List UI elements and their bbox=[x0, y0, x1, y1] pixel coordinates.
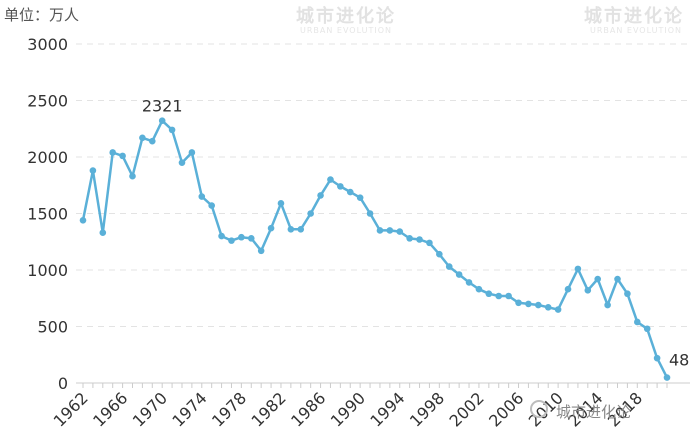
y-tick-label: 2000 bbox=[27, 148, 68, 167]
data-point bbox=[356, 194, 364, 201]
data-point bbox=[188, 149, 196, 156]
data-point bbox=[614, 275, 621, 283]
data-point bbox=[584, 287, 592, 294]
x-tick-label: 2002 bbox=[446, 388, 488, 430]
data-label: 2321 bbox=[142, 97, 183, 116]
x-tick-label: 1998 bbox=[406, 388, 448, 430]
data-point bbox=[317, 192, 324, 199]
data-point bbox=[515, 299, 522, 307]
data-point bbox=[445, 263, 453, 270]
x-tick-label: 1978 bbox=[208, 388, 250, 430]
data-point bbox=[426, 239, 433, 247]
wechat-icon bbox=[530, 400, 548, 418]
data-point bbox=[287, 226, 295, 233]
data-point bbox=[148, 137, 156, 145]
data-point bbox=[297, 226, 305, 233]
data-point bbox=[653, 354, 661, 362]
data-points bbox=[79, 117, 671, 381]
data-point bbox=[475, 285, 483, 293]
data-point bbox=[406, 235, 413, 242]
watermark-title: 城市进化论 bbox=[296, 6, 396, 27]
data-point bbox=[168, 126, 176, 134]
y-tick-label: 0 bbox=[58, 374, 68, 393]
data-point bbox=[455, 271, 463, 278]
data-point bbox=[267, 224, 275, 232]
x-tick-label: 1962 bbox=[50, 388, 92, 430]
data-point bbox=[544, 303, 552, 311]
data-point bbox=[257, 247, 265, 255]
data-point bbox=[554, 306, 562, 313]
data-point bbox=[119, 152, 126, 160]
source-watermark: 城市进化论 bbox=[556, 403, 632, 421]
x-tick-label: 1986 bbox=[287, 388, 329, 430]
grid-lines bbox=[76, 43, 690, 327]
data-point bbox=[366, 210, 374, 217]
data-point bbox=[139, 134, 146, 142]
data-point bbox=[594, 275, 602, 283]
x-tick-label: 1982 bbox=[248, 388, 290, 430]
data-point bbox=[624, 290, 631, 298]
data-point bbox=[238, 233, 245, 241]
data-point bbox=[89, 167, 97, 174]
data-point bbox=[198, 193, 206, 200]
data-point bbox=[485, 290, 493, 298]
x-tick-label: 1994 bbox=[366, 388, 408, 430]
data-annotations: 2321 48 bbox=[142, 97, 690, 370]
data-point bbox=[337, 183, 344, 190]
y-tick-label: 500 bbox=[37, 318, 68, 337]
data-point bbox=[376, 227, 384, 234]
data-point bbox=[129, 172, 136, 180]
unit-label: 单位：万人 bbox=[4, 6, 80, 24]
data-point bbox=[495, 292, 503, 300]
y-axis-ticks: 0 500 1000 1500 2000 2500 3000 bbox=[27, 35, 68, 393]
data-point bbox=[158, 117, 166, 125]
data-point bbox=[109, 149, 116, 156]
data-point bbox=[79, 216, 87, 224]
data-point bbox=[663, 374, 671, 381]
data-point bbox=[396, 228, 404, 235]
y-tick-label: 2500 bbox=[27, 92, 68, 111]
data-point bbox=[277, 200, 285, 207]
data-point bbox=[99, 229, 107, 237]
data-point bbox=[228, 237, 235, 244]
series-line bbox=[81, 119, 669, 379]
data-point bbox=[327, 176, 334, 183]
data-point bbox=[465, 279, 473, 286]
data-point bbox=[208, 202, 215, 209]
data-point bbox=[218, 232, 225, 240]
y-tick-label: 3000 bbox=[27, 35, 68, 54]
data-point bbox=[416, 236, 423, 243]
data-point bbox=[436, 250, 443, 258]
data-point bbox=[247, 235, 255, 242]
watermark-title-2: 城市进化论 bbox=[584, 6, 684, 27]
data-point bbox=[574, 265, 582, 273]
data-point bbox=[564, 285, 572, 293]
x-tick-label: 1990 bbox=[327, 388, 369, 430]
data-point bbox=[346, 188, 354, 196]
y-tick-label: 1000 bbox=[27, 261, 68, 280]
data-point bbox=[525, 300, 532, 308]
data-point bbox=[307, 210, 314, 217]
data-point bbox=[604, 301, 611, 309]
y-tick-label: 1500 bbox=[27, 205, 68, 224]
watermark-subtitle-2: URBAN EVOLUTION bbox=[590, 26, 683, 35]
watermark-subtitle: URBAN EVOLUTION bbox=[300, 26, 393, 35]
x-tick-label: 1974 bbox=[168, 388, 210, 430]
data-point bbox=[535, 301, 542, 309]
data-point bbox=[634, 318, 641, 326]
data-point bbox=[643, 325, 651, 333]
x-tick-label: 1970 bbox=[129, 388, 171, 430]
data-label: 48 bbox=[669, 351, 689, 370]
data-point bbox=[386, 227, 394, 234]
x-tick-label: 1966 bbox=[89, 388, 131, 430]
data-point bbox=[178, 159, 186, 166]
data-point bbox=[505, 292, 512, 300]
x-tick-label: 2006 bbox=[485, 388, 527, 430]
